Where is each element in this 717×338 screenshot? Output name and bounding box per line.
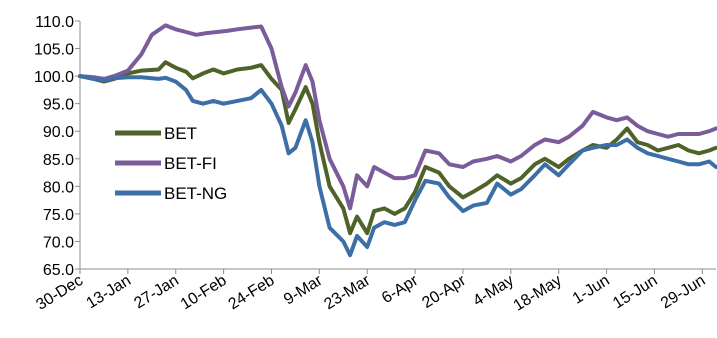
x-tick-label: 27-Jan: [131, 272, 181, 312]
y-tick-label: 95.0: [43, 97, 74, 114]
y-tick-label: 100.0: [34, 69, 74, 86]
legend-label-bet: BET: [164, 124, 197, 143]
series-line-bet: [78, 60, 717, 236]
legend-label-bet-fi: BET-FI: [164, 154, 217, 173]
x-tick-label: 6-Apr: [379, 272, 422, 308]
series-line-bet-fi: [78, 23, 717, 211]
y-tick-label: 105.0: [34, 42, 74, 59]
x-tick-label: 10-Feb: [178, 272, 230, 313]
y-axis: 65.0 70.0 75.0 80.0 85.0 90.0 95.0 100.0 105.0 11…: [34, 14, 81, 279]
x-tick-label: 23-Mar: [321, 272, 374, 314]
legend: BET BET-FI BET-NG: [115, 124, 227, 203]
x-tick-label: 9-Mar: [281, 272, 326, 309]
y-tick-label: 110.0: [35, 14, 74, 31]
x-tick-label: 20-Apr: [419, 272, 469, 312]
x-tick-label: 24-Feb: [226, 272, 278, 313]
legend-label-bet-ng: BET-NG: [164, 184, 227, 203]
y-tick-label: 70.0: [43, 234, 74, 251]
x-tick-label: 18-May: [511, 272, 565, 315]
y-tick-label: 85.0: [43, 152, 74, 169]
x-tick-label: 1-Jun: [570, 272, 613, 308]
x-tick-label: 15-Jun: [610, 272, 660, 312]
y-tick-label: 90.0: [43, 124, 74, 141]
x-tick-label: 29-Jun: [658, 272, 708, 312]
x-tick-label: 13-Jan: [83, 272, 133, 312]
series-layer: [78, 23, 717, 258]
y-tick-label: 75.0: [43, 207, 74, 224]
y-tick-label: 80.0: [43, 179, 74, 196]
series-line-bet-ng: [78, 74, 717, 258]
y-tick-label: 65.0: [43, 262, 74, 279]
x-tick-label: 4-May: [470, 272, 517, 310]
